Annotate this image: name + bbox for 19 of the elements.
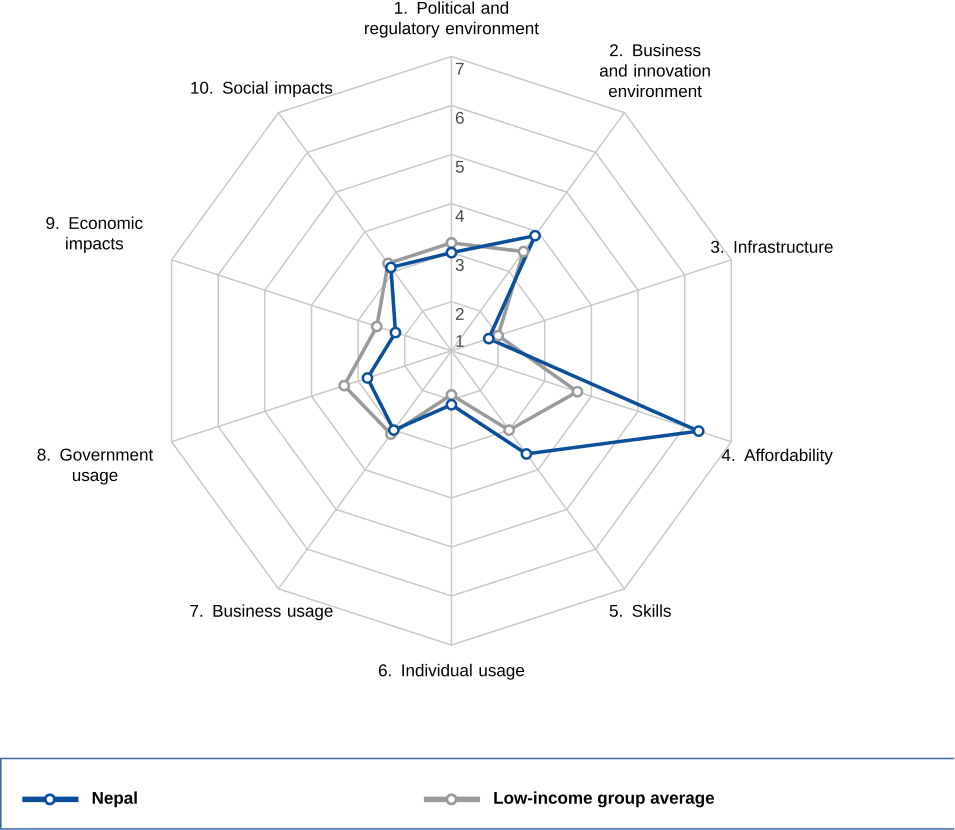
spoke-label: 7. Business usage bbox=[190, 604, 333, 620]
y-tick-label: 2 bbox=[456, 308, 464, 320]
spoke-label: 1. Political and regulatory environment bbox=[365, 1, 539, 38]
legend-label: Low-income group average bbox=[494, 791, 714, 808]
spoke-label: 9. Economic impacts bbox=[46, 216, 143, 253]
y-tick-label: 4 bbox=[455, 210, 464, 222]
spoke-label: 2. Business and innovation environment bbox=[600, 44, 710, 98]
legend-label: Nepal bbox=[92, 791, 137, 808]
spoke-label: 6. Individual usage bbox=[378, 664, 524, 680]
spoke-label: 3. Infrastructure bbox=[711, 240, 833, 253]
spoke-label: 10. Social impacts bbox=[191, 81, 332, 98]
y-tick-label: 7 bbox=[456, 62, 464, 75]
spoke-label: 5. Skills bbox=[610, 604, 671, 617]
spoke-label: 4. Affordability bbox=[722, 448, 833, 465]
y-tick-label: 6 bbox=[456, 112, 464, 124]
y-tick-label: 3 bbox=[456, 259, 464, 272]
spoke-label: 8. Government usage bbox=[38, 448, 154, 485]
y-tick-label: 5 bbox=[456, 160, 464, 173]
y-tick-label: 1 bbox=[456, 335, 464, 347]
